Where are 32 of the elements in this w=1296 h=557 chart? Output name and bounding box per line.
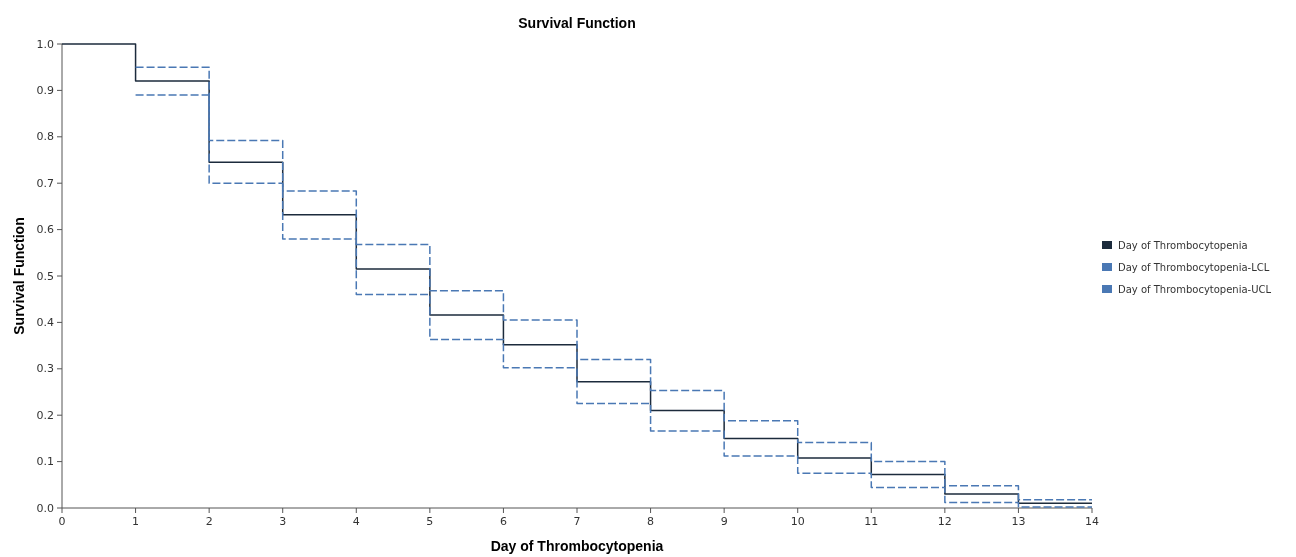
- x-tick-label: 7: [573, 515, 581, 528]
- x-tick-label: 0: [58, 515, 66, 528]
- x-tick-label: 5: [426, 515, 434, 528]
- y-tick-label: 0.2: [36, 408, 54, 422]
- x-tick-label: 2: [205, 515, 213, 528]
- x-tick-label: 3: [279, 515, 287, 528]
- legend-label: Day of Thrombocytopenia-LCL: [1118, 262, 1270, 274]
- x-tick-label: 1: [132, 515, 140, 528]
- x-tick-label: 9: [720, 515, 728, 528]
- x-tick-label: 10: [790, 515, 805, 528]
- chart-title: Survival Function: [518, 15, 636, 31]
- y-tick-label: 0.8: [36, 130, 54, 144]
- x-tick-label: 14: [1085, 515, 1099, 528]
- y-tick-label: 0.4: [36, 315, 54, 329]
- x-tick-label: 4: [352, 515, 360, 528]
- x-tick-label: 8: [647, 515, 655, 528]
- y-tick-label: 0.5: [36, 269, 54, 283]
- x-tick-label: 13: [1011, 515, 1026, 528]
- y-tick-label: 0.3: [36, 362, 54, 376]
- y-axis-title: Survival Function: [11, 217, 27, 335]
- y-tick-label: 0.9: [36, 83, 54, 97]
- legend-label: Day of Thrombocytopenia: [1118, 240, 1248, 252]
- y-tick-label: 0.6: [36, 223, 54, 237]
- y-tick-label: 0.7: [36, 176, 54, 190]
- x-tick-label: 11: [864, 515, 879, 528]
- legend-label: Day of Thrombocytopenia-UCL: [1118, 284, 1272, 296]
- y-tick-label: 1.0: [36, 37, 54, 51]
- y-tick-label: 0.1: [36, 455, 54, 469]
- x-tick-label: 6: [499, 515, 507, 528]
- x-axis-title: Day of Thrombocytopenia: [490, 538, 664, 554]
- y-tick-label: 0.0: [36, 501, 54, 515]
- x-tick-label: 12: [937, 515, 952, 528]
